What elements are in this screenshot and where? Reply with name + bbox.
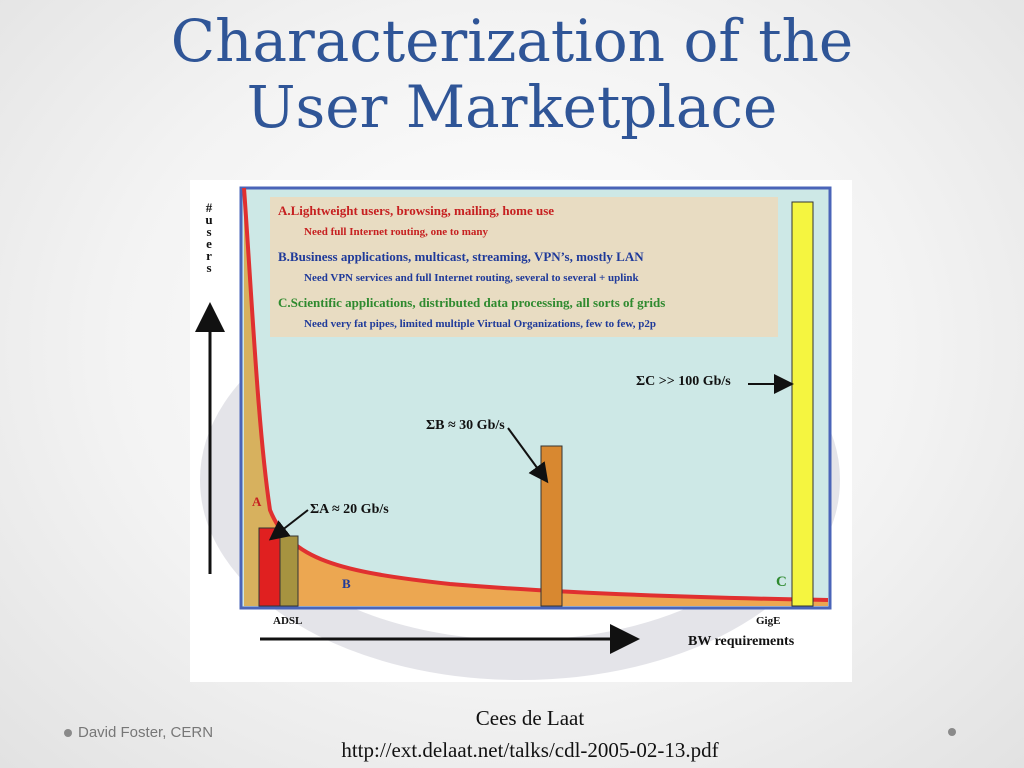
x-tick-adsl: ADSL <box>273 615 303 627</box>
segment-c-label: C <box>776 574 787 590</box>
footer-left: David Foster, CERN <box>64 724 213 741</box>
sum-b-arrow <box>507 427 549 484</box>
bar-a-secondary <box>279 535 299 607</box>
slide-title: Characterization of the User Marketplace <box>0 8 1024 140</box>
sum-a-arrow <box>268 509 309 541</box>
segment-b-label: B <box>342 576 351 591</box>
sum-c-label: ΣC >> 100 Gb/s <box>636 374 731 389</box>
x-tick-gige: GigE <box>756 615 781 627</box>
bar-b <box>540 445 563 607</box>
slide-title-line-2: User Marketplace <box>246 73 778 141</box>
slide-title-line-1: Characterization of the <box>170 7 854 75</box>
figure-caption: Cees de Laat http://ext.delaat.net/talks… <box>230 702 830 766</box>
legend-c-title: C.Scientific applications, distributed d… <box>278 295 666 310</box>
distribution-area <box>244 188 828 606</box>
legend-a-subtitle: Need full Internet routing, one to many <box>304 226 489 238</box>
legend-a-title: A.Lightweight users, browsing, mailing, … <box>278 203 555 218</box>
user-marketplace-figure: A.Lightweight users, browsing, mailing, … <box>190 180 852 682</box>
x-axis-label: BW requirements <box>688 634 795 649</box>
bar-c <box>791 201 814 607</box>
legend-b-subtitle: Need VPN services and full Internet rout… <box>304 272 639 284</box>
sum-b-label: ΣB ≈ 30 Gb/s <box>426 418 505 433</box>
sum-a-label: ΣA ≈ 20 Gb/s <box>310 502 389 517</box>
legend-c-subtitle: Need very fat pipes, limited multiple Vi… <box>304 318 656 330</box>
caption-url: http://ext.delaat.net/talks/cdl-2005-02-… <box>341 738 719 762</box>
category-legend-panel: A.Lightweight users, browsing, mailing, … <box>270 197 778 337</box>
bullet-dot-icon <box>64 728 72 737</box>
segment-a-label: A <box>252 494 262 509</box>
footer-presenter: David Foster, CERN <box>78 724 214 741</box>
distribution-curve <box>242 187 829 602</box>
legend-b-title: B.Business applications, multicast, stre… <box>278 249 644 264</box>
bullet-dot-icon-right <box>948 728 956 736</box>
y-axis-label: # u s e r s <box>205 200 213 275</box>
caption-author: Cees de Laat <box>475 706 585 730</box>
bar-a <box>258 527 281 607</box>
